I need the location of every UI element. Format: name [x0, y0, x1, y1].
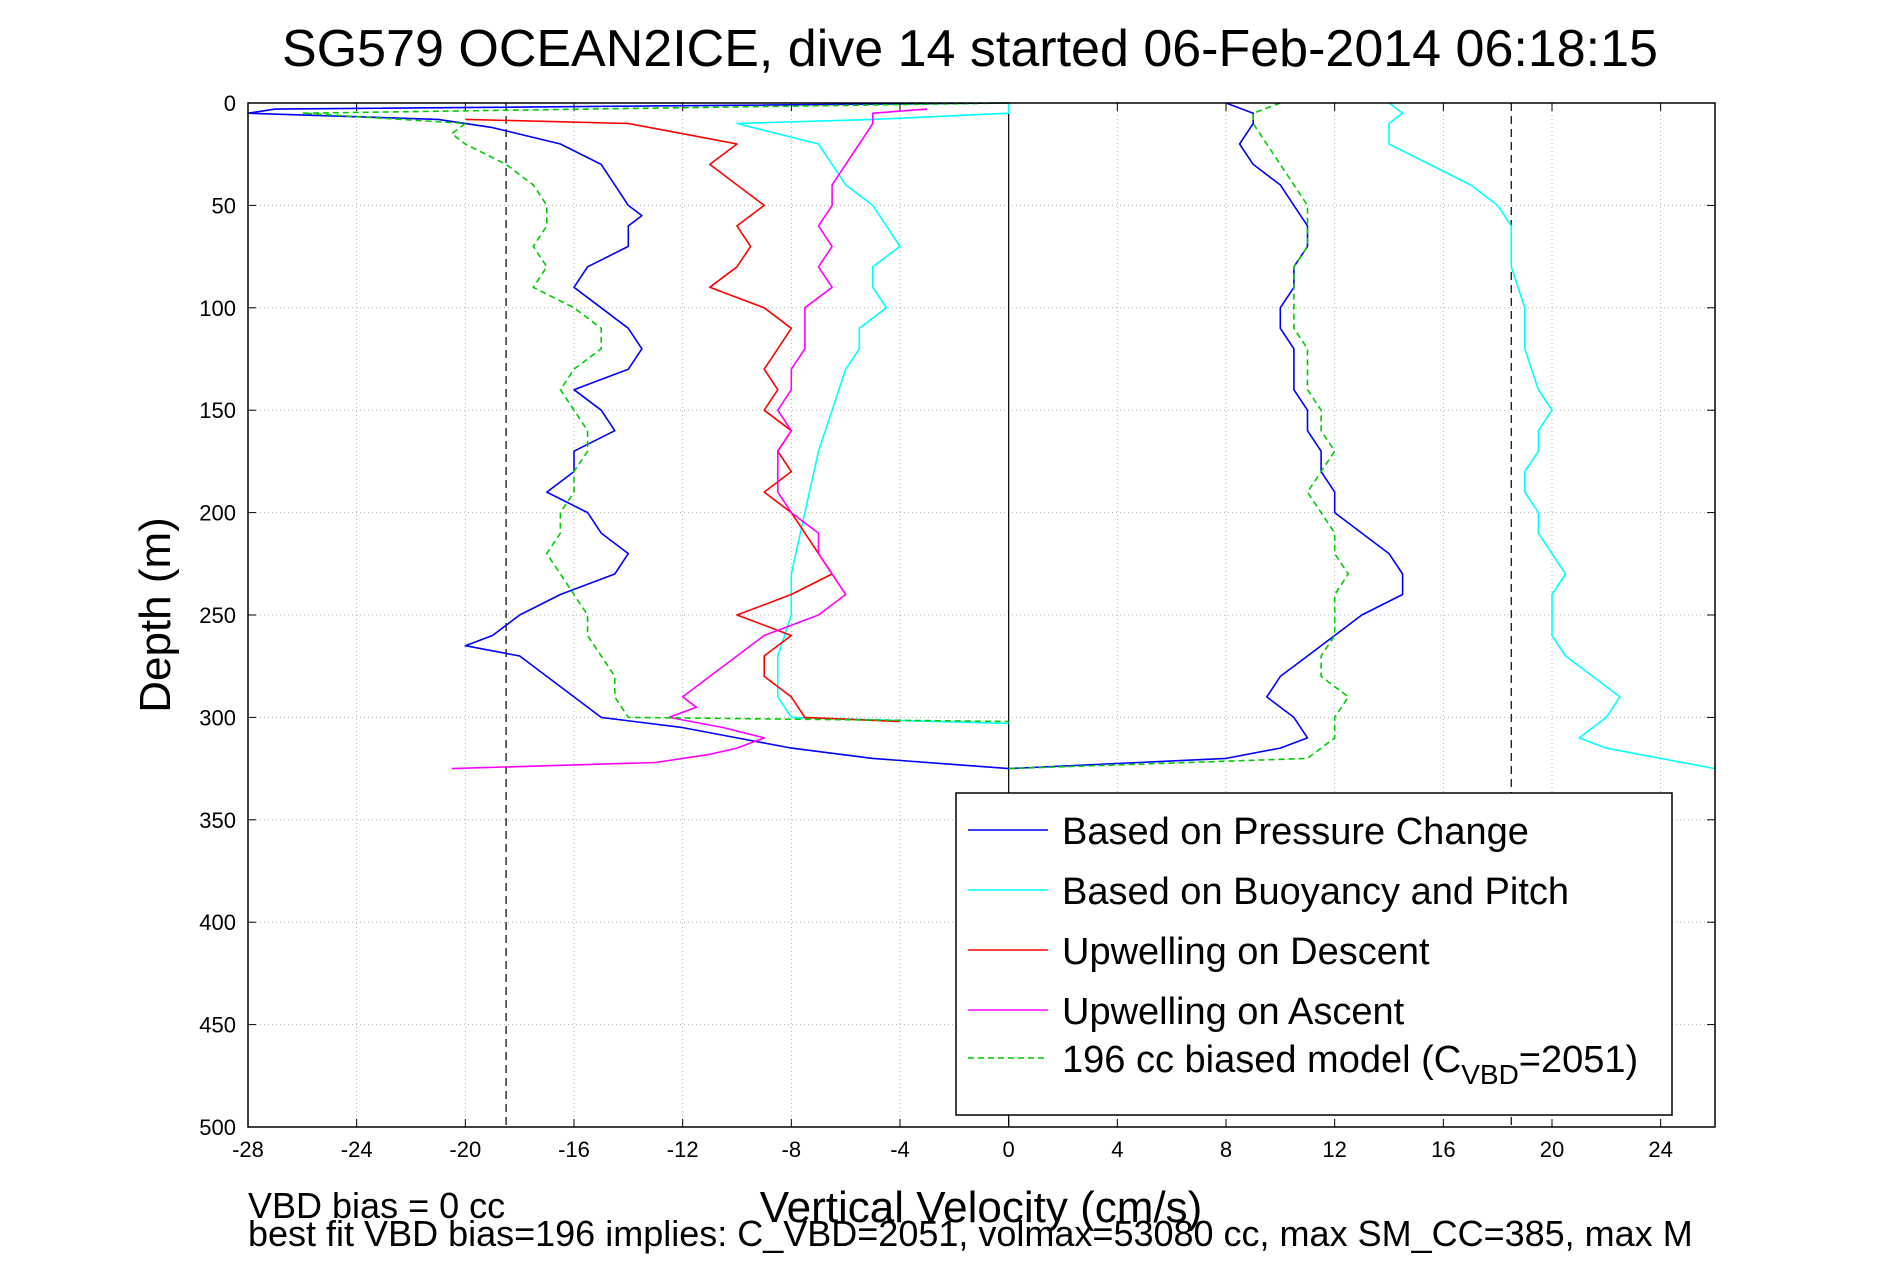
series-line-upwelling-descent: [465, 118, 901, 723]
y-tick-label: 250: [199, 603, 236, 628]
x-tick-label: 4: [1111, 1137, 1123, 1162]
y-tick-label: 300: [199, 705, 236, 730]
x-axis-label: Vertical Velocity (cm/s): [760, 1183, 1203, 1232]
y-tick-label: 200: [199, 501, 236, 526]
x-tick-label: -12: [667, 1137, 699, 1162]
x-tick-label: 8: [1220, 1137, 1232, 1162]
x-tick-label: 12: [1322, 1137, 1346, 1162]
y-tick-label: 500: [199, 1115, 236, 1140]
x-tick-label: 20: [1540, 1137, 1564, 1162]
x-tick-label: -4: [890, 1137, 910, 1162]
legend-text-prefix: 196 cc biased model (C: [1062, 1039, 1461, 1081]
y-axis-label: Depth (m): [131, 517, 180, 713]
chart-title: SG579 OCEAN2ICE, dive 14 started 06-Feb-…: [282, 20, 1658, 78]
series-line-pressure-descent: [247, 102, 1009, 770]
legend-entry: Upwelling on Descent: [1062, 931, 1430, 973]
series-group: [247, 102, 1716, 770]
y-tick-label: 350: [199, 808, 236, 833]
x-tick-label: 24: [1648, 1137, 1672, 1162]
legend-entry: Based on Pressure Change: [1062, 811, 1529, 853]
annotation-best-fit: best fit VBD bias=196 implies: C_VBD=205…: [248, 1213, 1693, 1254]
legend-entry: Based on Buoyancy and Pitch: [1062, 871, 1569, 913]
series-line-model-ascent: [1008, 102, 1350, 770]
legend-box: [955, 792, 1673, 1116]
y-tick-label: 50: [212, 193, 236, 218]
plot-frame: [247, 102, 1716, 1128]
series-line-buoyancy-descent: [736, 103, 1010, 725]
x-tick-label: -20: [449, 1137, 481, 1162]
x-tick-label: 16: [1431, 1137, 1455, 1162]
series-line-upwelling-ascent: [451, 108, 928, 770]
annotation-vbd-bias: VBD bias = 0 cc: [248, 1185, 505, 1226]
x-tick-label: -8: [782, 1137, 802, 1162]
x-tick-label: -24: [341, 1137, 373, 1162]
series-line-model-descent: [301, 102, 1009, 723]
x-tick-label: -16: [558, 1137, 590, 1162]
series-line-pressure-ascent: [1008, 102, 1404, 770]
legend-entry: 196 cc biased model (CVBD=2051): [1062, 1039, 1638, 1090]
x-tick-label: 0: [1003, 1137, 1015, 1162]
x-tick-label: -28: [232, 1137, 264, 1162]
y-tick-label: 400: [199, 910, 236, 935]
y-tick-label: 100: [199, 296, 236, 321]
x-tick-labels: -28 -24 -20 -16 -12 -8 -4 0 4 8 12 16 20 24: [232, 1137, 1673, 1162]
legend: Based on Pressure Change Based on Buoyanc…: [955, 792, 1673, 1116]
series-line-buoyancy-ascent: [1388, 102, 1716, 770]
legend-text-suffix: =2051): [1519, 1039, 1638, 1081]
y-tick-label: 450: [199, 1013, 236, 1038]
y-tick-label: 150: [199, 398, 236, 423]
y-tick-labels: 0 50 100 150 200 250 300 350 400 450 500: [199, 91, 236, 1140]
legend-text-subscript: VBD: [1461, 1059, 1519, 1090]
legend-entry: Upwelling on Ascent: [1062, 991, 1405, 1033]
y-tick-label: 0: [224, 91, 236, 116]
